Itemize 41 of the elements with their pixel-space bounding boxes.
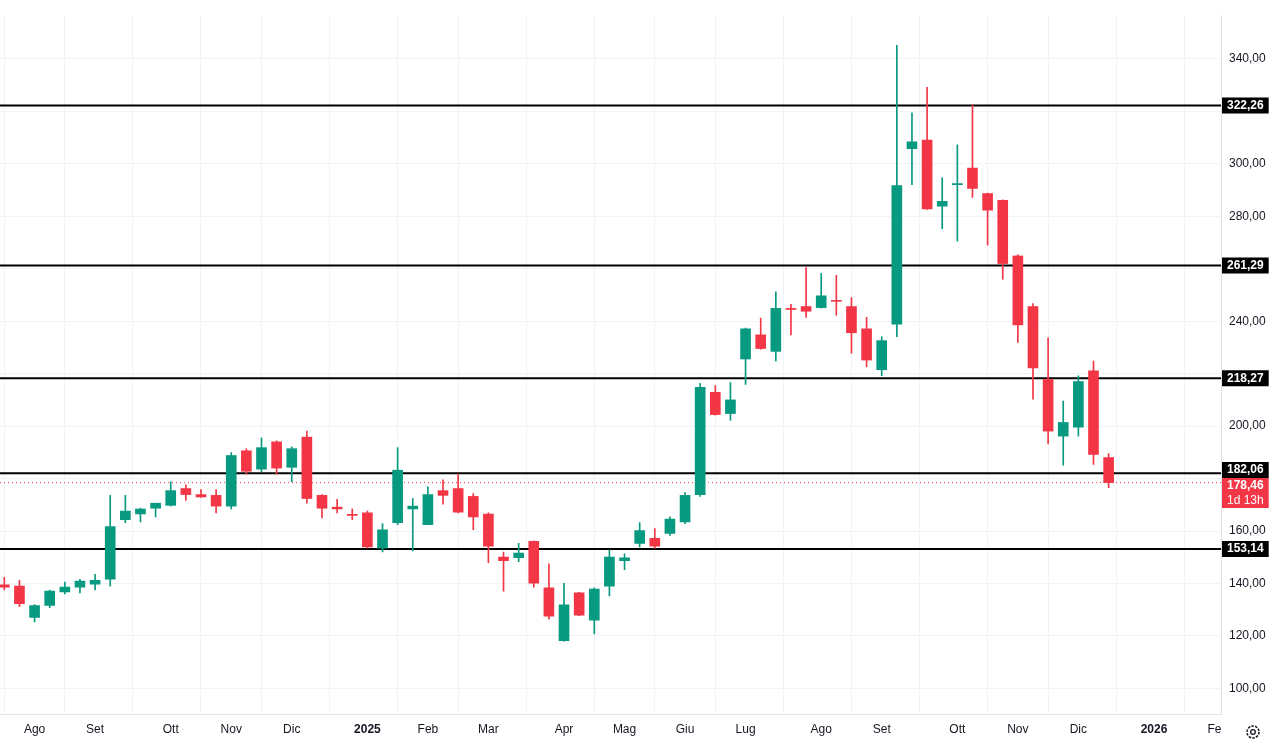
candlestick: [1057, 400, 1069, 466]
ref-line-label: 218,27: [1227, 370, 1265, 385]
x-tick-label: Set: [86, 722, 105, 737]
x-tick-label: Giu: [675, 722, 695, 737]
x-tick-label: Ago: [23, 722, 46, 737]
x-tick-label: Apr: [554, 722, 574, 737]
ref-line-label: 178,46: [1227, 478, 1265, 493]
y-tick-label: 300,00: [1229, 156, 1267, 171]
candlestick: [800, 267, 812, 318]
ref-line-label: 153,14: [1227, 541, 1265, 556]
x-tick-label: Feb: [417, 722, 439, 737]
x-tick-label: Mag: [612, 722, 637, 737]
x-tick-label: Nov: [1007, 722, 1029, 737]
x-tick-label: Ott: [949, 722, 967, 737]
y-tick-label: 100,00: [1229, 680, 1267, 695]
x-tick-label: Set: [872, 722, 892, 737]
ref-line-label: 261,29: [1227, 257, 1265, 272]
x-tick-label: Nov: [220, 722, 242, 737]
candlestick: [785, 304, 797, 336]
y-tick-label: 120,00: [1229, 628, 1267, 643]
x-tick-label: Mar: [478, 722, 499, 737]
candlestick: [346, 508, 358, 521]
x-tick-label: 2026: [1140, 722, 1168, 737]
ref-line-label: 182,06: [1227, 462, 1265, 477]
candlestick: [936, 177, 948, 229]
y-tick-label: 240,00: [1229, 313, 1267, 328]
x-tick-label: Lug: [735, 722, 756, 737]
x-tick-label: Ott: [162, 722, 180, 737]
y-tick-label: 160,00: [1229, 523, 1267, 538]
text: 1d 13h: [1227, 493, 1264, 508]
y-tick-label: 200,00: [1229, 418, 1267, 433]
y-tick-label: 140,00: [1229, 575, 1267, 590]
candlestick: [0, 577, 10, 591]
x-tick-label: Dic: [283, 722, 301, 737]
x-tick-label: Dic: [1069, 722, 1088, 737]
y-tick-label: 340,00: [1229, 51, 1267, 66]
x-tick-label: Fe: [1207, 722, 1222, 737]
ref-line-label: 322,26: [1227, 97, 1265, 112]
x-tick-label: 2025: [354, 722, 382, 737]
y-tick-label: 280,00: [1229, 208, 1267, 223]
x-tick-label: Ago: [810, 722, 833, 737]
